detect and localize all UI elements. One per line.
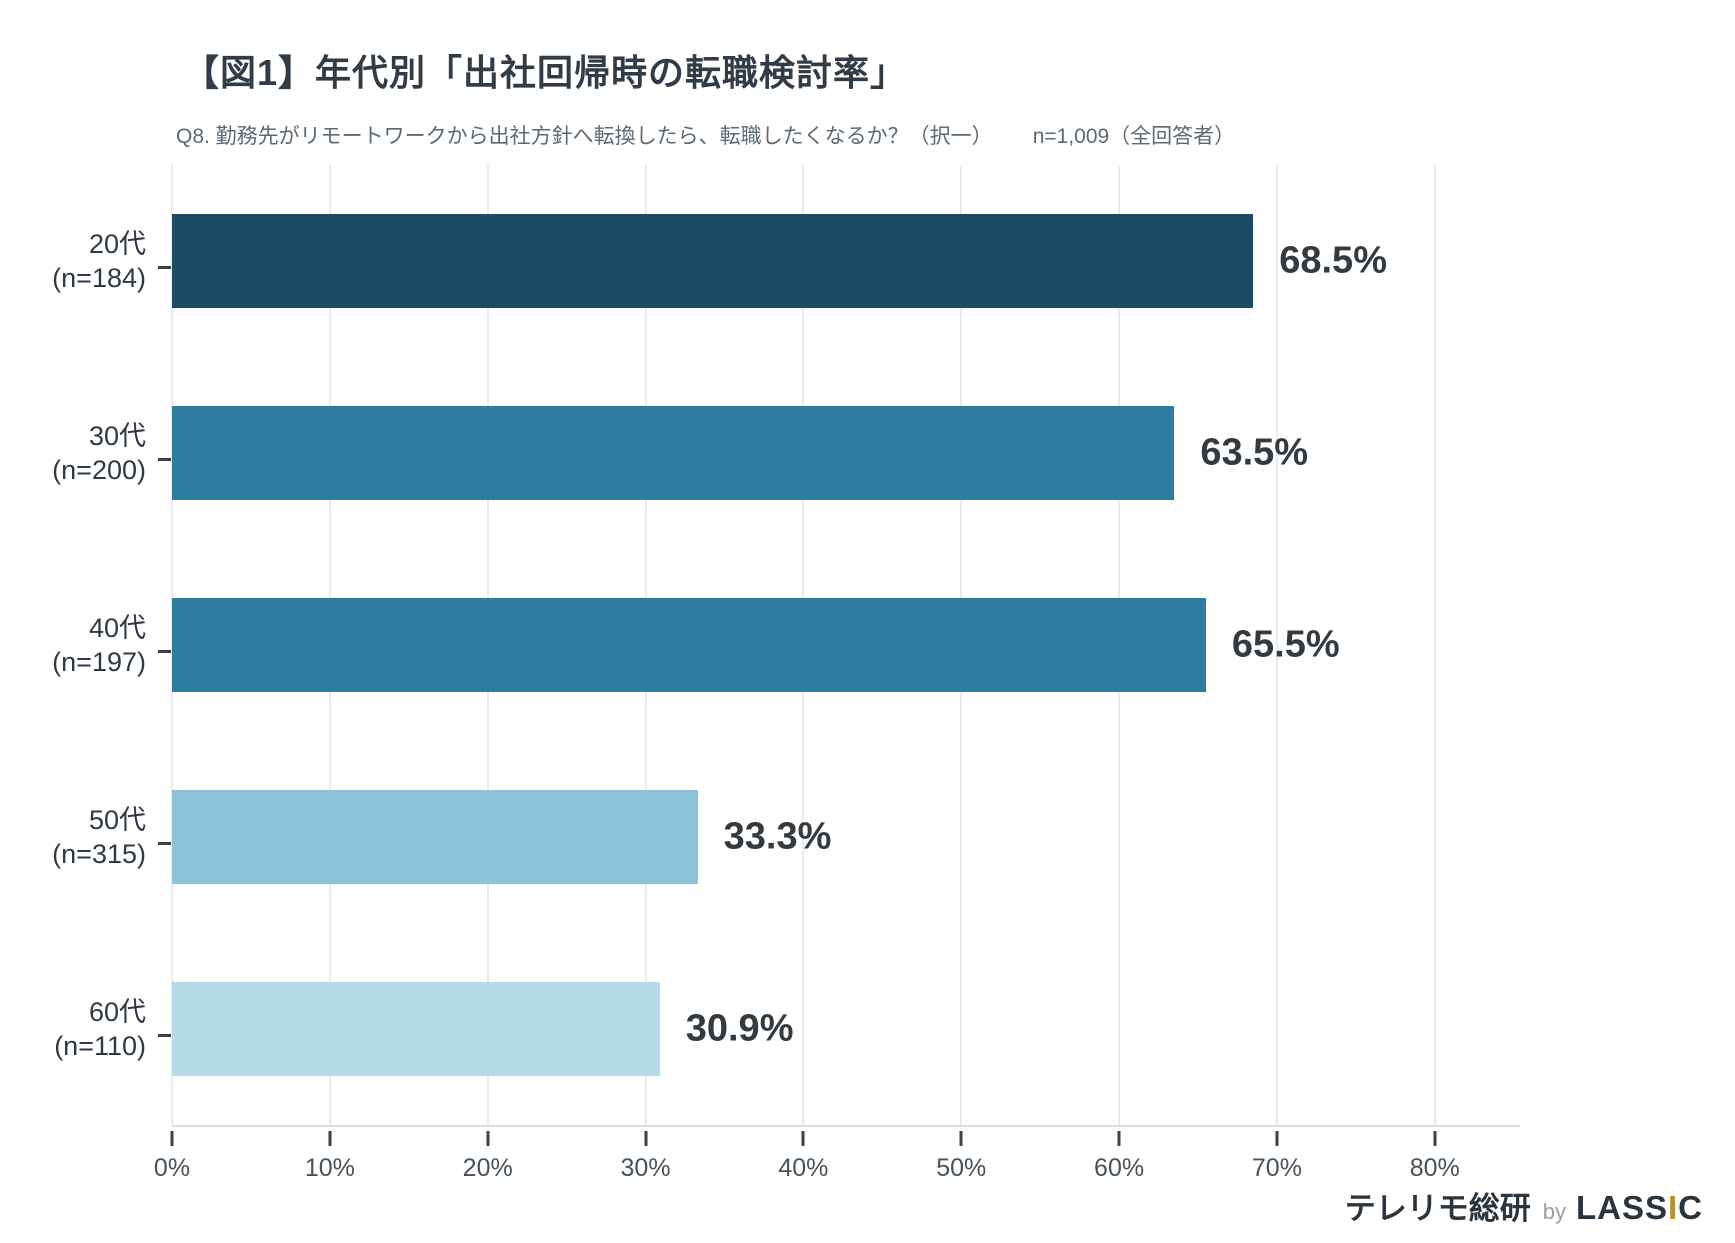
category-n-30s: (n=200) [52,455,146,485]
x-tick-80pct [1433,1131,1437,1146]
gridline-80pct [1433,165,1436,1125]
x-tick-10pct [328,1131,332,1146]
bar-band-20s: 68.5% [172,165,1520,357]
value-label-30s: 63.5% [1200,431,1309,474]
x-tick-label-0pct: 0% [153,1154,191,1182]
x-tick-label-10pct: 10% [304,1154,355,1182]
category-n-50s: (n=315) [52,839,146,869]
bar-60s [172,982,660,1076]
x-tick-label-30pct: 30% [620,1154,671,1182]
bar-band-30s: 63.5% [172,357,1520,549]
category-n-60s: (n=110) [54,1031,146,1061]
subtitle-question: Q8. 勤務先がリモートワークから出社方針へ転換したら、転職したくなるか？（択一… [176,125,993,148]
category-label-60s: 60代 (n=110) [54,995,146,1063]
x-tick-label-40pct: 40% [778,1154,829,1182]
x-axis-ticks [170,1131,1520,1147]
bar-band-60s: 30.9% [172,933,1520,1125]
category-age-30s: 30代 [88,421,146,451]
category-age-60s: 60代 [88,997,146,1027]
category-tick-marks [0,165,172,1125]
category-age-40s: 40代 [88,613,146,643]
x-tick-0pct [170,1131,174,1146]
x-tick-70pct [1275,1131,1279,1146]
category-tick-60s [158,1034,171,1037]
x-tick-50pct [959,1131,963,1146]
x-tick-label-80pct: 80% [1409,1154,1460,1182]
x-axis-tick-labels: 0% 10% 20% 30% 40% 50% 60% 70% 80% [154,1154,1520,1186]
brand-lassic-logo: LASSIC [1576,1189,1703,1227]
bar-40s [172,598,1206,692]
value-label-40s: 65.5% [1231,623,1340,666]
category-label-40s: 40代 (n=197) [52,611,146,679]
brand-lassic-i-accent: I [1667,1189,1679,1226]
category-label-30s: 30代 (n=200) [52,419,146,487]
x-tick-30pct [644,1131,648,1146]
brand-footer: テレリモ総研 by LASSIC [1345,1183,1703,1228]
x-tick-label-20pct: 20% [462,1154,513,1182]
category-tick-20s [158,266,171,269]
subtitle-sample-size: n=1,009（全回答者） [1032,125,1236,148]
plot-area: 68.5% 63.5% 65.5% 33.3% 30.9% [171,165,1520,1125]
x-tick-60pct [1117,1131,1121,1146]
bar-band-40s: 65.5% [172,549,1520,741]
category-tick-30s [158,458,171,461]
category-tick-50s [158,842,171,845]
bar-band-50s: 33.3% [172,741,1520,933]
brand-jp-logo: テレリモ総研 [1344,1191,1531,1226]
gridline-70pct [1275,165,1278,1125]
value-label-50s: 33.3% [723,815,832,858]
category-n-40s: (n=197) [52,647,146,677]
x-axis-line [172,1125,1520,1127]
bar-50s [172,790,698,884]
x-tick-20pct [486,1131,490,1146]
x-tick-label-70pct: 70% [1251,1154,1302,1182]
brand-by-text: by [1542,1199,1566,1224]
chart-subtitle: Q8. 勤務先がリモートワークから出社方針へ転換したら、転職したくなるか？（択一… [176,120,1235,150]
x-tick-label-60pct: 60% [1094,1154,1145,1182]
category-tick-40s [158,650,171,653]
x-tick-40pct [801,1131,805,1146]
value-label-20s: 68.5% [1279,239,1387,282]
brand-lassic-lass: LASS [1575,1189,1668,1226]
value-label-60s: 30.9% [685,1007,794,1050]
brand-lassic-c: C [1678,1189,1703,1226]
category-label-20s: 20代 (n=184) [52,227,146,295]
category-label-50s: 50代 (n=315) [52,803,146,871]
category-age-20s: 20代 [88,229,146,259]
chart-title: 【図1】年代別「出社回帰時の転職検討率」 [183,52,908,93]
category-age-50s: 50代 [88,805,146,835]
category-n-20s: (n=184) [52,263,146,293]
bar-30s [172,406,1175,500]
bar-20s [172,214,1254,308]
x-tick-label-50pct: 50% [936,1154,987,1182]
category-axis-labels: 20代 (n=184) 30代 (n=200) 40代 (n=197) 50代 … [0,165,160,1125]
